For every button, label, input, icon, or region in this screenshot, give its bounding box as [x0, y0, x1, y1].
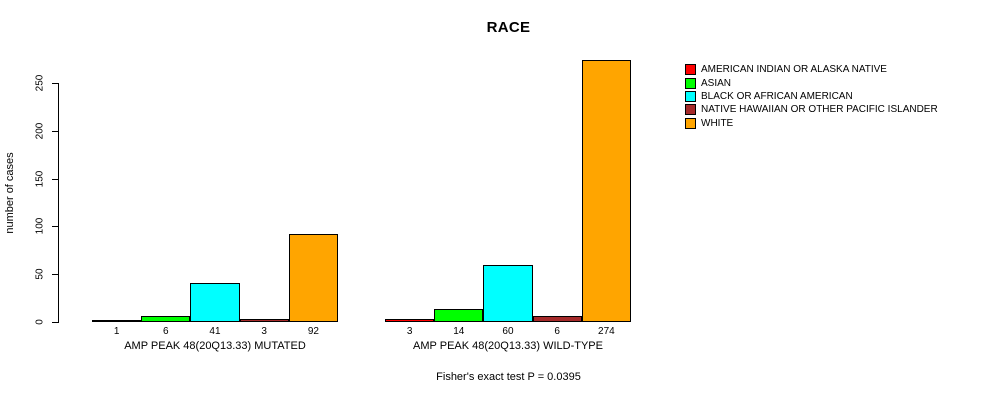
bar: [190, 282, 240, 322]
bar-value-label: 6: [163, 326, 169, 337]
legend: AMERICAN INDIAN OR ALASKA NATIVE ASIAN BLA…: [685, 63, 938, 130]
bar-value-label: 3: [261, 326, 267, 337]
bar: [385, 319, 435, 322]
legend-item: AMERICAN INDIAN OR ALASKA NATIVE: [685, 63, 938, 76]
legend-item: WHITE: [685, 117, 938, 130]
bar-value-label: 92: [307, 326, 319, 337]
bar: [581, 60, 631, 322]
legend-swatch-icon: [685, 104, 696, 116]
legend-item: NATIVE HAWAIIAN OR OTHER PACIFIC ISLANDE…: [685, 103, 938, 116]
bar: [434, 308, 484, 322]
bar-value-label: 14: [453, 326, 465, 337]
bar: [483, 264, 533, 322]
bar-value-label: 6: [554, 326, 560, 337]
footer-note: Fisher's exact test P = 0.0395: [436, 371, 581, 383]
y-tick-label: 100: [34, 218, 46, 235]
y-tick: [52, 178, 58, 180]
legend-label: WHITE: [701, 117, 734, 129]
y-tick-label: 50: [34, 268, 46, 280]
bar-value-label: 3: [406, 326, 413, 337]
legend-label: ASIAN: [701, 77, 732, 89]
legend-swatch-icon: [685, 77, 696, 89]
bar-value-label: 41: [209, 326, 221, 337]
legend-label: BLACK OR AFRICAN AMERICAN: [701, 90, 853, 102]
legend-label: NATIVE HAWAIIAN OR OTHER PACIFIC ISLANDE…: [701, 104, 938, 116]
legend-item: BLACK OR AFRICAN AMERICAN: [685, 90, 938, 103]
group-label: AMP PEAK 48(20Q13.33) MUTATED: [124, 340, 306, 352]
bar: [288, 234, 338, 322]
y-tick-label: 250: [34, 74, 46, 92]
y-tick: [52, 130, 58, 132]
bar: [141, 316, 191, 322]
y-tick: [52, 226, 58, 228]
chart-title: RACE: [486, 19, 531, 36]
legend-swatch-icon: [685, 64, 696, 76]
bar: [239, 319, 289, 322]
bar-value-label: 1: [113, 326, 120, 337]
y-tick-label: 200: [34, 122, 46, 140]
y-tick: [52, 322, 58, 323]
bar-value-label: 60: [502, 326, 514, 337]
legend-swatch-icon: [685, 90, 696, 102]
bar-value-label: 274: [598, 326, 615, 337]
legend-swatch-icon: [685, 117, 696, 129]
y-axis-label: number of cases: [4, 152, 16, 234]
y-tick: [52, 83, 58, 84]
legend-item: ASIAN: [685, 76, 938, 89]
y-axis-line: [58, 83, 59, 323]
bar: [92, 320, 142, 322]
y-tick: [52, 274, 58, 276]
y-tick-label: 0: [34, 319, 46, 325]
y-tick-label: 150: [34, 170, 46, 187]
bar: [532, 316, 582, 322]
group-label: AMP PEAK 48(20Q13.33) WILD-TYPE: [413, 340, 603, 352]
legend-label: AMERICAN INDIAN OR ALASKA NATIVE: [701, 64, 887, 76]
